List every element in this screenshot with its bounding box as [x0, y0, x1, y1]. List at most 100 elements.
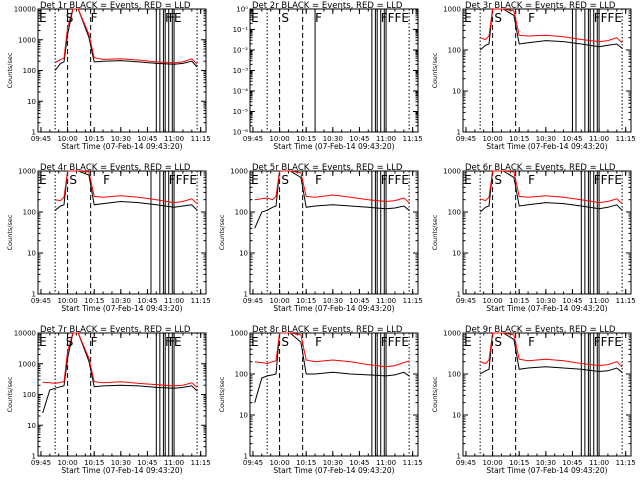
- chart-title: Det 9r BLACK = Events, RED = LLD: [465, 325, 616, 335]
- series-lld: [55, 170, 198, 204]
- y-tick-label: 100: [23, 67, 36, 75]
- x-tick-label: 09:45: [243, 135, 263, 143]
- y-axis-label: Counts/sec: [431, 376, 439, 412]
- x-tick-label: 11:00: [589, 459, 609, 467]
- event-annotation: S: [494, 335, 502, 349]
- plot-frame: [462, 8, 632, 133]
- plot-frame: [462, 332, 632, 457]
- x-tick-label: 09:45: [456, 135, 476, 143]
- x-tick-label: 10:30: [536, 135, 556, 143]
- series-events: [479, 170, 623, 213]
- x-axis-label: Start Time (07-Feb-14 09:43:20): [486, 466, 607, 475]
- y-tick-label: 10⁻²: [233, 47, 249, 55]
- x-tick-label: 10:30: [111, 297, 131, 305]
- y-tick-label: 10⁰: [236, 6, 248, 14]
- y-tick-label: 10: [452, 412, 461, 420]
- event-annotation: FFFE: [594, 173, 622, 187]
- chart-title: Det 1r BLACK = Events, RED = LLD: [40, 1, 191, 11]
- x-tick-label: 10:45: [349, 459, 369, 467]
- x-tick-label: 11:15: [616, 135, 636, 143]
- event-annotation: F: [315, 335, 322, 349]
- y-axis-label: Counts/sec: [431, 52, 439, 88]
- event-annotation: E: [39, 173, 47, 187]
- y-axis-label: Counts/sec: [218, 214, 226, 250]
- x-axis-label: Start Time (07-Feb-14 09:43:20): [61, 466, 182, 475]
- x-tick-label: 11:00: [164, 135, 184, 143]
- series-events: [54, 170, 198, 211]
- y-tick-label: 100: [235, 371, 248, 379]
- event-annotation: F: [528, 335, 535, 349]
- x-tick-label: 10:00: [57, 135, 77, 143]
- x-axis-label: Start Time (07-Feb-14 09:43:20): [486, 142, 607, 151]
- series-events: [479, 332, 623, 375]
- x-tick-label: 11:00: [589, 297, 609, 305]
- plot-frame: [249, 170, 419, 295]
- y-tick-label: 1000: [18, 168, 36, 176]
- y-tick-label: 10⁻⁴: [233, 88, 249, 96]
- x-tick-label: 10:00: [269, 297, 289, 305]
- event-annotation: FFFE: [381, 335, 409, 349]
- x-tick-label: 10:30: [536, 297, 556, 305]
- chart-panel-4: Det 4r BLACK = Events, RED = LLD 1 10 100 10…: [6, 163, 211, 313]
- series-lld: [54, 8, 198, 65]
- event-annotation: FFFE: [381, 173, 409, 187]
- x-tick-label: 09:45: [31, 459, 51, 467]
- event-annotation: S: [494, 173, 502, 187]
- event-annotation: S: [66, 11, 74, 25]
- x-tick-label: 10:30: [111, 135, 131, 143]
- series-lld: [42, 332, 198, 388]
- event-annotation: E: [174, 11, 182, 25]
- series-lld: [480, 332, 623, 368]
- x-tick-label: 10:45: [562, 459, 582, 467]
- event-annotation: E: [174, 335, 182, 349]
- y-tick-label: 1: [457, 453, 461, 461]
- event-annotation: E: [464, 11, 472, 25]
- x-tick-label: 10:00: [482, 459, 502, 467]
- series-events: [254, 170, 410, 229]
- x-tick-label: 09:45: [243, 297, 263, 305]
- y-tick-label: 10⁻⁵: [233, 108, 249, 116]
- y-axis-label: Counts/sec: [431, 214, 439, 250]
- event-annotation: F: [165, 11, 172, 25]
- y-tick-label: 10⁻⁶: [233, 129, 249, 137]
- event-annotation: F: [91, 335, 98, 349]
- chart-panel-2: Det 2r BLACK = Events, RED = LLD 10⁻⁶ 10⁻⁵…: [233, 1, 423, 151]
- event-annotation: F: [315, 11, 322, 25]
- event-annotation: S: [281, 335, 289, 349]
- y-tick-label: 1: [32, 291, 36, 299]
- x-tick-label: 11:15: [403, 459, 423, 467]
- x-tick-label: 10:15: [296, 297, 316, 305]
- x-tick-label: 10:45: [137, 459, 157, 467]
- series-events: [54, 8, 198, 71]
- chart-title: Det 2r BLACK = Events, RED = LLD: [252, 1, 403, 11]
- x-tick-label: 11:15: [191, 135, 211, 143]
- y-tick-label: 1: [244, 291, 248, 299]
- x-tick-label: 11:00: [164, 459, 184, 467]
- chart-title: Det 6r BLACK = Events, RED = LLD: [465, 163, 616, 173]
- chart-title: Det 7r BLACK = Events, RED = LLD: [40, 325, 191, 335]
- series-events: [254, 332, 410, 403]
- x-axis-label: Start Time (07-Feb-14 09:43:20): [273, 304, 394, 313]
- event-annotation: F: [91, 11, 98, 25]
- plot-frame: [37, 8, 207, 133]
- y-tick-label: 1000: [443, 168, 461, 176]
- plot-frame: [249, 8, 419, 133]
- x-tick-label: 10:15: [296, 459, 316, 467]
- x-tick-label: 11:15: [191, 459, 211, 467]
- x-tick-label: 10:15: [509, 459, 529, 467]
- x-tick-label: 10:30: [323, 459, 343, 467]
- x-tick-label: 11:15: [616, 297, 636, 305]
- x-tick-label: 11:15: [616, 459, 636, 467]
- y-tick-label: 10⁻¹: [233, 26, 249, 34]
- x-tick-label: 10:15: [84, 459, 104, 467]
- x-axis-label: Start Time (07-Feb-14 09:43:20): [273, 142, 394, 151]
- chart-panel-6: Det 6r BLACK = Events, RED = LLD 1 10 100 10…: [431, 163, 636, 313]
- y-tick-label: 1: [457, 129, 461, 137]
- event-annotation: S: [281, 11, 289, 25]
- series-lld: [254, 332, 410, 368]
- y-tick-label: 1000: [230, 330, 248, 338]
- x-tick-label: 10:00: [57, 297, 77, 305]
- x-tick-label: 11:00: [589, 135, 609, 143]
- series-lld: [480, 170, 623, 204]
